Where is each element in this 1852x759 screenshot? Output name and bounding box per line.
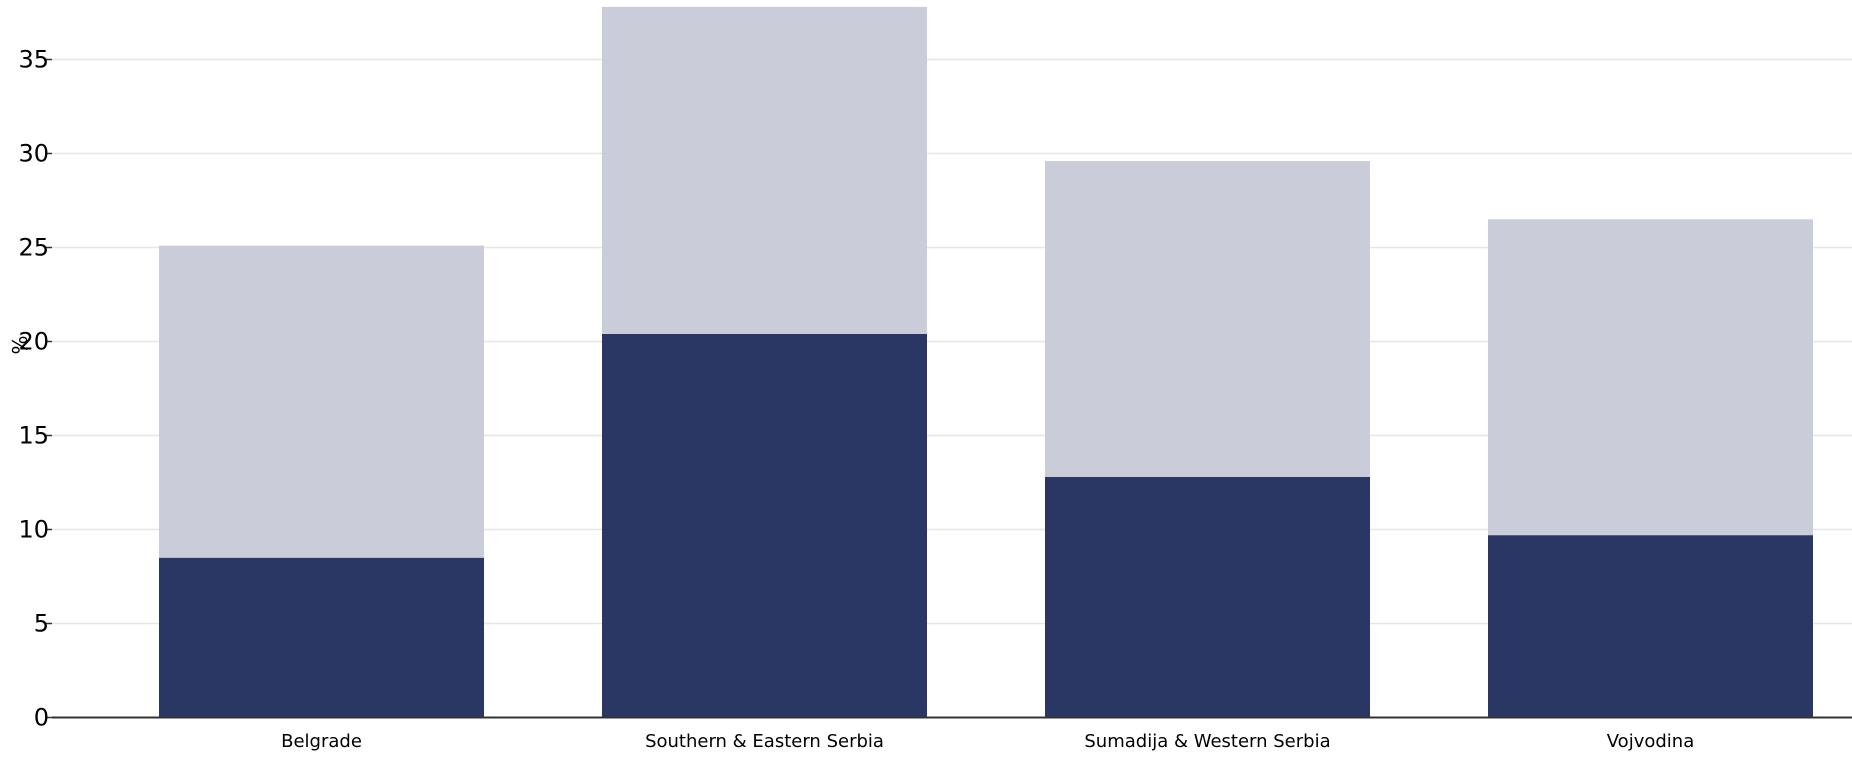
y-tick-label: 0 (34, 704, 49, 732)
y-tick-label: 30 (18, 140, 49, 168)
bar-lower-segment (1045, 476, 1370, 718)
x-category-label: Sumadija & Western Serbia (1084, 731, 1330, 752)
y-axis-label: % (8, 335, 32, 354)
bar-lower-segment (1488, 535, 1813, 718)
y-tick-label: 20 (18, 328, 49, 356)
x-category-label: Belgrade (281, 731, 362, 752)
bars (159, 6, 1813, 718)
y-tick-label: 15 (18, 422, 49, 450)
y-tick-label: 5 (34, 610, 49, 638)
bar-upper-segment (602, 6, 927, 334)
y-tick-label: 25 (18, 234, 49, 262)
x-category-label: Southern & Eastern Serbia (645, 731, 884, 752)
bar-lower-segment (602, 333, 927, 718)
x-category-label: Vojvodina (1607, 731, 1694, 752)
bar-upper-segment (1488, 219, 1813, 536)
axes: 0 5 10 15 20 25 30 35 Belgrade Southern & Eastern… (18, 46, 1852, 752)
y-tick-label: 10 (18, 516, 49, 544)
y-tick-label: 35 (18, 46, 49, 74)
bar-upper-segment (1045, 161, 1370, 477)
bar-lower-segment (159, 557, 484, 718)
bar-upper-segment (159, 245, 484, 558)
